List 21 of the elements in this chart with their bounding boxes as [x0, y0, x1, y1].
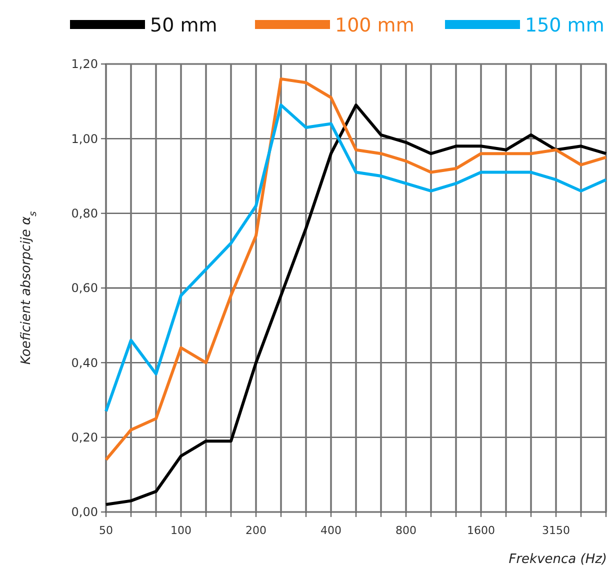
- x-tick-label: 3150: [542, 524, 570, 537]
- y-tick-label: 0,20: [71, 430, 98, 445]
- line-series: [104, 104, 608, 506]
- x-tick-label: 100: [170, 524, 192, 537]
- x-tick-label: 400: [320, 524, 342, 537]
- y-tick-label: 0,40: [71, 356, 98, 370]
- x-tick-label: 200: [246, 524, 266, 537]
- y-tick-label: 0,80: [71, 206, 98, 221]
- line-series: [104, 77, 608, 462]
- x-tick-label: 50: [99, 524, 113, 537]
- x-tick-label: 800: [396, 524, 416, 537]
- y-tick-label: 0,00: [71, 505, 98, 520]
- legend-label: 100 mm: [335, 14, 414, 37]
- legend-label: 150 mm: [525, 14, 604, 37]
- legend-label: 50 mm: [150, 14, 218, 37]
- x-tick-label: 1600: [467, 524, 495, 537]
- y-tick-label: 1,00: [71, 132, 98, 146]
- y-tick-label: 1,20: [71, 57, 98, 72]
- x-axis-title: Frekvenca (Hz): [508, 552, 607, 567]
- y-tick-label: 0,60: [71, 281, 98, 296]
- line-series: [104, 104, 608, 413]
